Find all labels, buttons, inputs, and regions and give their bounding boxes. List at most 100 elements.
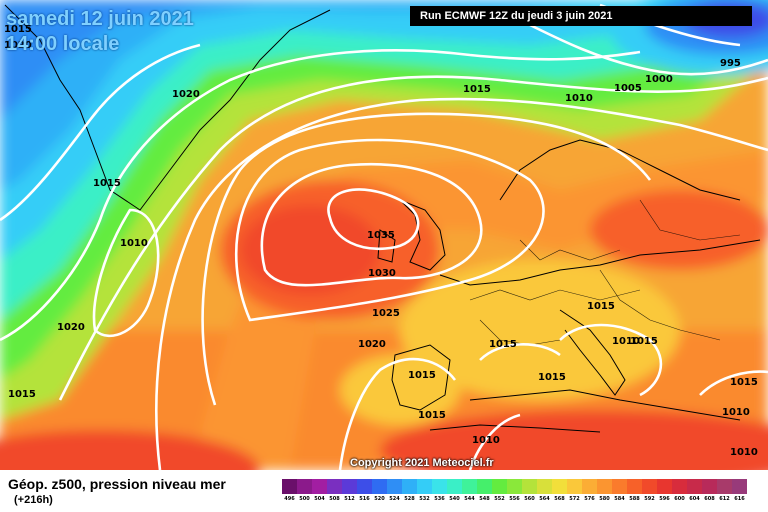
color-scale-label: 520 [374,496,385,502]
isobar-label: 1010 [120,238,148,249]
coastlines [4,4,761,433]
isobar-label: 1015 [93,178,121,189]
color-scale-swatch [612,479,627,494]
color-scale-swatch [387,479,402,494]
color-scale-labels: 496 500 504 508 512 516 520 524 528 532 536 540 544 5… [282,496,747,502]
isobar-label: 1005 [614,83,642,94]
color-scale-swatch [672,479,687,494]
isobar-label: 1000 [645,74,673,85]
color-scale-swatch [687,479,702,494]
color-scale-label: 560 [524,496,535,502]
isobar-label: 1020 [172,89,200,100]
isobar-label: 1010 [565,93,593,104]
isobar-label: 1020 [4,40,32,51]
color-scale-swatch [492,479,507,494]
color-scale-swatch [297,479,312,494]
isobar-label: 1010 [722,407,750,418]
color-scale-swatch [372,479,387,494]
isobar-label: 1015 [418,410,446,421]
isobar-label: 1010 [472,435,500,446]
color-scale-label: 568 [554,496,565,502]
color-scale-swatch [282,479,297,494]
color-scale-label: 584 [614,496,625,502]
color-scale-label: 588 [629,496,640,502]
color-scale-label: 616 [734,496,745,502]
color-scale-label: 512 [344,496,355,502]
isobar-label: 1015 [538,372,566,383]
isobar-label: 1015 [730,377,758,388]
isobar-label: 1020 [57,322,85,333]
isobar-label: 1015 [408,370,436,381]
run-info-banner: Run ECMWF 12Z du jeudi 3 juin 2021 [410,6,752,26]
weather-map: 1015 1020 1015 1010 1020 1015 1015 1010 … [0,0,768,470]
legend-title: Géop. z500, pression niveau mer [8,476,226,492]
color-scale-swatch [447,479,462,494]
color-scale-swatch [732,479,747,494]
legend-subtitle: (+216h) [14,494,53,506]
color-scale-swatch [702,479,717,494]
isobar-label: 1015 [463,84,491,95]
isobar-label: 1020 [358,339,386,350]
color-scale-swatch [327,479,342,494]
color-scale-label: 608 [704,496,715,502]
isobars [0,3,768,470]
color-scale-swatch [522,479,537,494]
copyright-text: Copyright 2021 Meteociel.fr [350,457,494,469]
color-scale-label: 496 [284,496,295,502]
color-scale-swatch [582,479,597,494]
color-scale-label: 572 [569,496,580,502]
color-scale-label: 580 [599,496,610,502]
color-scale-label: 540 [449,496,460,502]
color-scale [282,479,747,494]
color-scale-label: 556 [509,496,520,502]
color-scale-swatch [642,479,657,494]
color-scale-swatch [417,479,432,494]
isobar-label: 1030 [368,268,396,279]
color-scale-swatch [597,479,612,494]
color-scale-swatch [432,479,447,494]
color-scale-swatch [552,479,567,494]
isobar-label: 1015 [8,389,36,400]
color-scale-label: 516 [359,496,370,502]
isobar-label: 1025 [372,308,400,319]
isobar-label: 1010 [730,447,758,458]
isobar-label: 1015 [587,301,615,312]
color-scale-label: 552 [494,496,505,502]
color-scale-label: 508 [329,496,340,502]
color-scale-label: 532 [419,496,430,502]
isobar-label: 1015 [4,24,32,35]
color-scale-label: 536 [434,496,445,502]
color-scale-swatch [462,479,477,494]
color-scale-swatch [342,479,357,494]
forecast-date: samedi 12 juin 2021 [6,8,194,30]
color-scale-label: 596 [659,496,670,502]
color-scale-swatch [567,479,582,494]
color-scale-swatch [537,479,552,494]
legend-bar: Géop. z500, pression niveau mer (+216h) … [0,470,768,512]
color-scale-label: 500 [299,496,310,502]
color-scale-swatch [312,479,327,494]
color-scale-swatch [477,479,492,494]
isobar-labels: 1015 1020 1015 1010 1020 1015 1015 1010 … [4,24,758,458]
color-scale-label: 504 [314,496,325,502]
isobar-label: 1015 [630,336,658,347]
color-scale-label: 524 [389,496,400,502]
color-scale-swatch [357,479,372,494]
color-scale-swatch [627,479,642,494]
color-scale-label: 576 [584,496,595,502]
color-scale-label: 528 [404,496,415,502]
color-scale-label: 612 [719,496,730,502]
country-borders [469,199,741,346]
color-scale-label: 564 [539,496,550,502]
isobar-label: 1035 [367,230,395,241]
color-scale-label: 600 [674,496,685,502]
isobar-label: 1015 [489,339,517,350]
color-scale-label: 548 [479,496,490,502]
isobar-label: 995 [720,58,741,69]
color-scale-swatch [402,479,417,494]
forecast-local-time: 14:00 locale [6,33,120,55]
isobar-label: 1010 [612,336,640,347]
color-scale-swatch [717,479,732,494]
color-scale-label: 604 [689,496,700,502]
